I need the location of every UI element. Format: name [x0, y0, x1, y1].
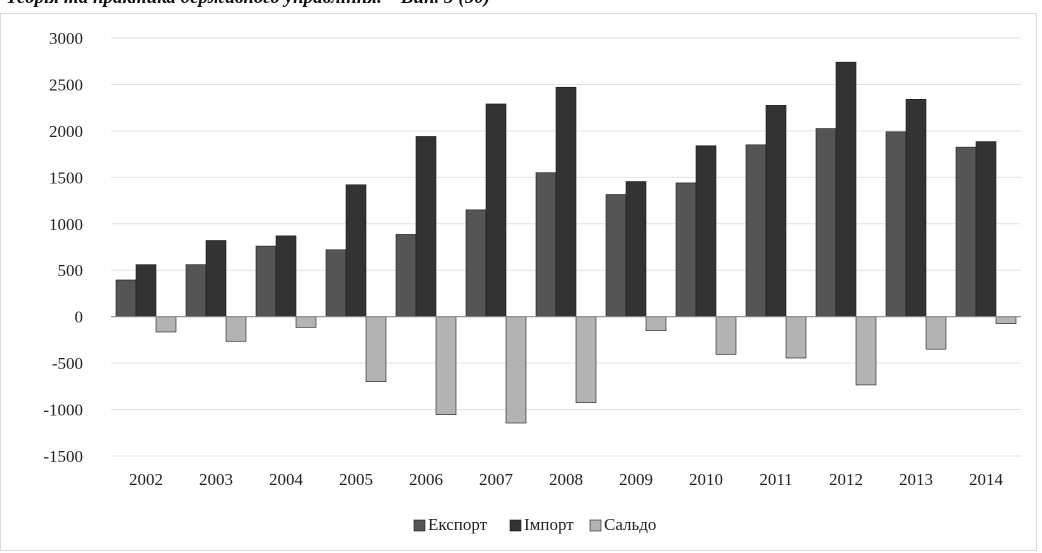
y-tick-label: -1500 — [43, 447, 83, 466]
bar-Експорт-2012 — [815, 128, 837, 317]
bar-Сальдо-2014 — [995, 316, 1017, 324]
y-tick-label: -500 — [52, 354, 83, 373]
bar-Сальдо-2003 — [225, 316, 247, 342]
bar-Сальдо-2006 — [435, 316, 457, 415]
legend-swatch — [509, 519, 522, 532]
x-tick-label: 2012 — [829, 470, 863, 489]
bar-chart: 3000 2500 2000 1500 1000 500 0 -500 -1000 -1500 2… — [43, 29, 1021, 534]
y-tick-label: 2000 — [49, 122, 83, 141]
bar-Експорт-2007 — [465, 209, 487, 317]
bar-Експорт-2006 — [395, 234, 417, 317]
x-tick-label: 2006 — [409, 470, 443, 489]
x-tick-label: 2008 — [549, 470, 583, 489]
bar-Експорт-2003 — [185, 264, 207, 317]
x-tick-label: 2005 — [339, 470, 373, 489]
bar-Імпорт-2009 — [625, 181, 647, 317]
bar-Експорт-2014 — [955, 146, 977, 317]
legend-swatch — [413, 519, 426, 532]
legend-swatch — [589, 519, 602, 532]
bar-Сальдо-2002 — [155, 316, 177, 333]
y-tick-label: 3000 — [49, 29, 83, 48]
y-tick-label: -1000 — [43, 401, 83, 420]
bar-Імпорт-2008 — [555, 86, 577, 317]
x-axis-ticks: 2002 2003 2004 2005 2006 2007 2008 2009 2010 2011… — [129, 470, 1004, 489]
x-tick-label: 2002 — [129, 470, 163, 489]
legend-label: Експорт — [428, 515, 488, 534]
bar-Імпорт-2013 — [905, 99, 927, 317]
x-tick-label: 2011 — [759, 470, 792, 489]
bar-Імпорт-2012 — [835, 61, 857, 317]
bar-Експорт-2011 — [745, 144, 767, 317]
x-tick-label: 2013 — [899, 470, 933, 489]
x-tick-label: 2004 — [269, 470, 304, 489]
bar-Сальдо-2012 — [855, 316, 877, 386]
bar-Імпорт-2006 — [415, 136, 437, 317]
bar-Сальдо-2009 — [645, 316, 667, 331]
page-header-text: Теорія та практика державного управління… — [6, 0, 490, 9]
bar-Сальдо-2005 — [365, 316, 387, 382]
x-tick-label: 2003 — [199, 470, 233, 489]
x-tick-label: 2007 — [479, 470, 514, 489]
bar-Експорт-2004 — [255, 245, 277, 317]
y-tick-label: 500 — [58, 261, 84, 280]
y-axis-ticks: 3000 2500 2000 1500 1000 500 0 -500 -1000 -1500 — [43, 29, 83, 466]
bar-Імпорт-2011 — [765, 105, 787, 317]
bar-Сальдо-2007 — [505, 316, 527, 424]
y-tick-label: 2500 — [49, 75, 83, 94]
bar-Імпорт-2004 — [275, 235, 297, 317]
legend-label: Сальдо — [604, 515, 656, 534]
y-tick-label: 1000 — [49, 215, 83, 234]
x-tick-label: 2014 — [969, 470, 1004, 489]
bar-Експорт-2008 — [535, 172, 557, 317]
bar-Сальдо-2013 — [925, 316, 947, 350]
x-tick-label: 2009 — [619, 470, 653, 489]
bar-Сальдо-2008 — [575, 316, 597, 403]
bar-Сальдо-2011 — [785, 316, 807, 359]
bar-Імпорт-2005 — [345, 184, 367, 317]
legend: Експорт Імпорт Сальдо — [413, 515, 656, 534]
chart-frame: 3000 2500 2000 1500 1000 500 0 -500 -1000 -1500 2… — [0, 13, 1037, 551]
bar-Імпорт-2007 — [485, 103, 507, 317]
bar-Імпорт-2014 — [975, 141, 997, 317]
bar-Експорт-2013 — [885, 131, 907, 317]
legend-label: Імпорт — [524, 515, 574, 534]
x-tick-label: 2010 — [689, 470, 723, 489]
bar-Сальдо-2004 — [295, 316, 317, 328]
bar-Експорт-2005 — [325, 249, 347, 317]
y-tick-label: 0 — [75, 308, 84, 327]
y-tick-label: 1500 — [49, 168, 83, 187]
bar-Імпорт-2002 — [135, 264, 157, 317]
bar-Імпорт-2010 — [695, 145, 717, 317]
bar-Сальдо-2010 — [715, 316, 737, 355]
bar-Експорт-2002 — [115, 279, 137, 317]
bar-Експорт-2010 — [675, 182, 697, 317]
bar-Експорт-2009 — [605, 194, 627, 317]
bars — [115, 61, 1017, 424]
bar-Імпорт-2003 — [205, 240, 227, 317]
